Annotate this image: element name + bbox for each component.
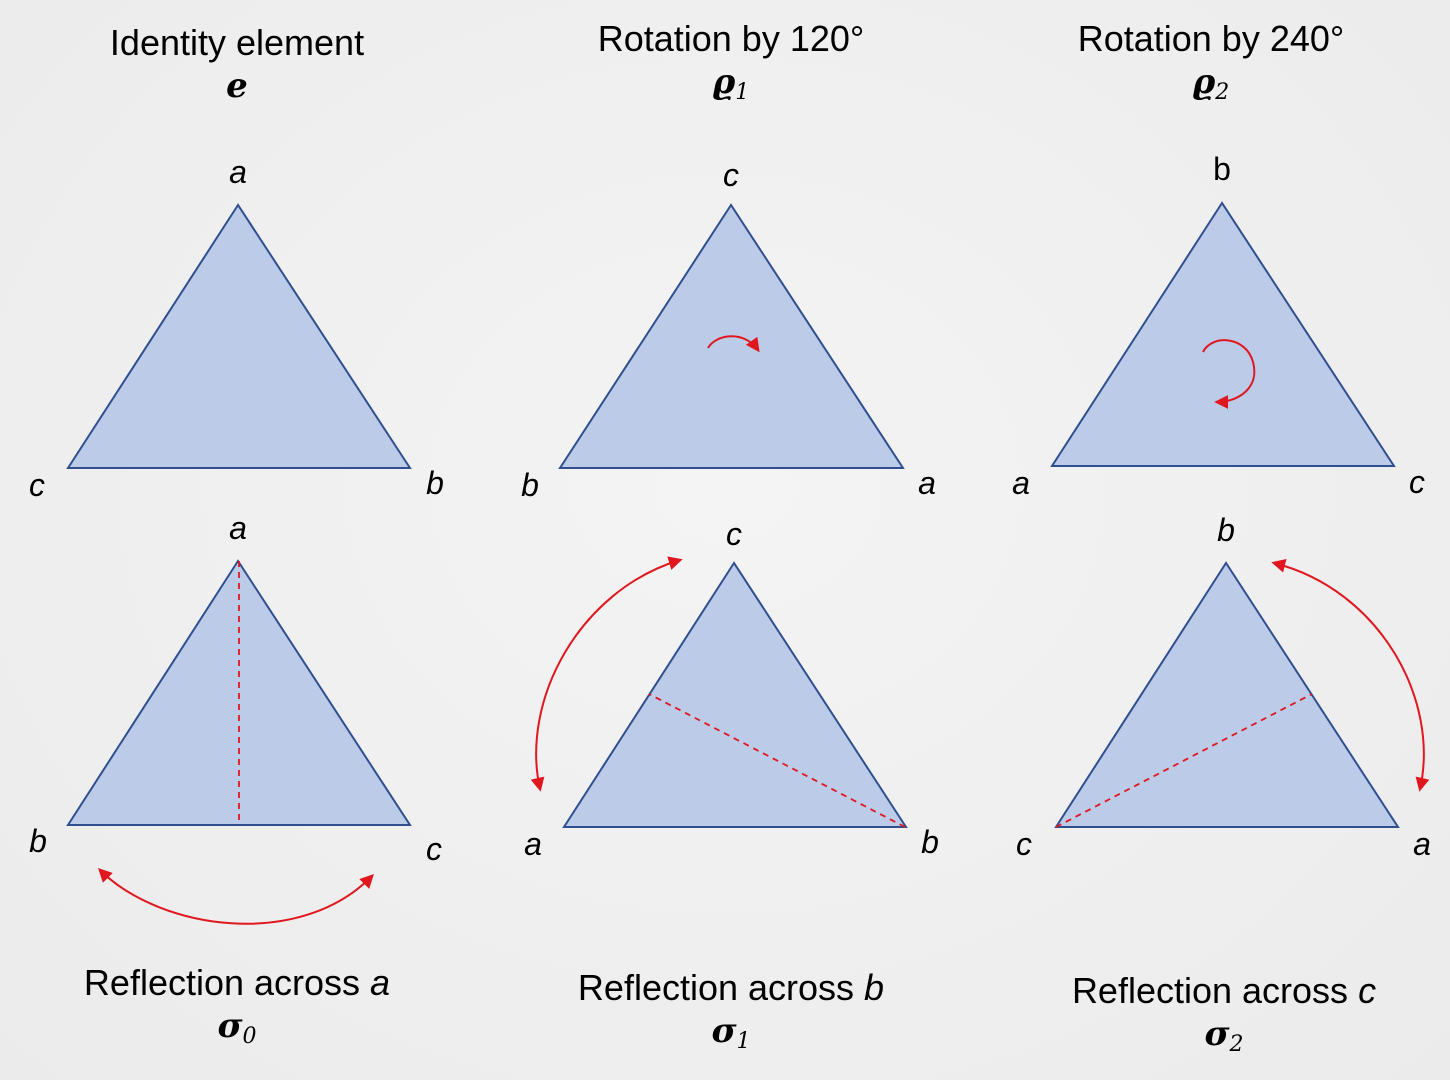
symbol-base: σ	[711, 1011, 737, 1051]
vertex-label-left: a	[1012, 465, 1030, 501]
caption-rotation-240: Rotation by 240° ϱ2	[1078, 18, 1345, 115]
caption-text: Identity element	[109, 22, 365, 63]
vertex-label-right: c	[1409, 464, 1425, 500]
caption-variable: c	[1358, 970, 1377, 1011]
caption-reflection-b: Reflection across b σ1	[578, 967, 884, 1064]
caption-text: Rotation by 240°	[1077, 18, 1345, 59]
vertex-label-left: b	[29, 823, 47, 859]
vertex-label-left: c	[29, 467, 45, 503]
swap-arrow-b-icon	[530, 556, 683, 792]
caption-text: Reflection across	[577, 967, 865, 1008]
vertex-label-top: a	[229, 154, 247, 190]
caption-variable: b	[864, 967, 885, 1008]
triangle-reflection-c	[1054, 561, 1400, 828]
panel-reflection-a: a b c	[29, 510, 442, 867]
rotation-120-arrow-icon	[707, 335, 760, 353]
symbol-base: ϱ	[712, 62, 736, 102]
reflection-axis-b	[648, 693, 906, 828]
vertex-label-right: c	[426, 831, 442, 867]
panel-rotation-120: c b a	[521, 157, 936, 503]
caption-variable: a	[370, 962, 391, 1003]
caption-text: Reflection across	[1071, 970, 1359, 1011]
group-element-symbol: σ1	[578, 1009, 884, 1064]
symbol-base: σ	[1204, 1014, 1230, 1054]
vertex-label-left: a	[524, 826, 542, 862]
symbol-subscript: 2	[1229, 1032, 1244, 1057]
panel-identity: a c b	[29, 154, 444, 503]
vertex-label-right: a	[918, 465, 936, 501]
vertex-label-top: b	[1213, 151, 1231, 187]
caption-title: Reflection across c	[1072, 970, 1376, 1012]
vertex-label-right: a	[1413, 826, 1431, 862]
reflection-axis-c	[1055, 693, 1313, 828]
vertex-label-left: b	[521, 467, 539, 503]
panel-rotation-240: b a c	[1012, 151, 1425, 501]
caption-title: Reflection across b	[578, 967, 884, 1009]
symbol-subscript: 1	[736, 1029, 751, 1054]
vertex-label-top: a	[229, 510, 247, 546]
triangle-reflection-b	[562, 561, 908, 828]
panel-reflection-c: b c a	[1016, 512, 1431, 862]
swap-arrow-a-icon	[98, 868, 374, 925]
group-element-symbol: e	[110, 64, 364, 108]
caption-reflection-c: Reflection across c σ2	[1072, 970, 1376, 1067]
symbol-base: e	[226, 66, 248, 106]
vertex-label-top: b	[1217, 512, 1235, 548]
caption-rotation-120: Rotation by 120° ϱ1	[598, 18, 865, 115]
triangle-identity	[66, 203, 412, 469]
caption-title: Rotation by 240°	[1078, 18, 1345, 60]
vertex-label-top: c	[723, 157, 739, 193]
symbol-subscript: 0	[242, 1024, 257, 1049]
caption-text: Rotation by 120°	[597, 18, 865, 59]
caption-identity: Identity element e	[110, 22, 364, 108]
vertex-label-top: c	[726, 516, 742, 552]
caption-title: Rotation by 120°	[598, 18, 865, 60]
caption-reflection-a: Reflection across a σ0	[84, 962, 390, 1059]
vertex-label-left: c	[1016, 826, 1032, 862]
group-element-symbol: ϱ1	[598, 60, 865, 115]
symbol-base: σ	[217, 1006, 243, 1046]
group-element-symbol: σ2	[1072, 1012, 1376, 1067]
vertex-label-right: b	[426, 465, 444, 501]
vertex-label-right: b	[921, 824, 939, 860]
caption-title: Reflection across a	[84, 962, 390, 1004]
caption-title: Identity element	[110, 22, 364, 64]
symbol-subscript: 1	[735, 80, 750, 105]
triangle-rotation-240	[1050, 201, 1396, 467]
panel-reflection-b: c a b	[524, 516, 939, 862]
group-element-symbol: ϱ2	[1078, 60, 1345, 115]
swap-arrow-c-icon	[1271, 558, 1430, 792]
rotation-240-arrow-icon	[1202, 339, 1256, 409]
symbol-subscript: 2	[1215, 80, 1230, 105]
symbol-base: ϱ	[1192, 62, 1216, 102]
group-element-symbol: σ0	[84, 1004, 390, 1059]
caption-text: Reflection across	[83, 962, 371, 1003]
